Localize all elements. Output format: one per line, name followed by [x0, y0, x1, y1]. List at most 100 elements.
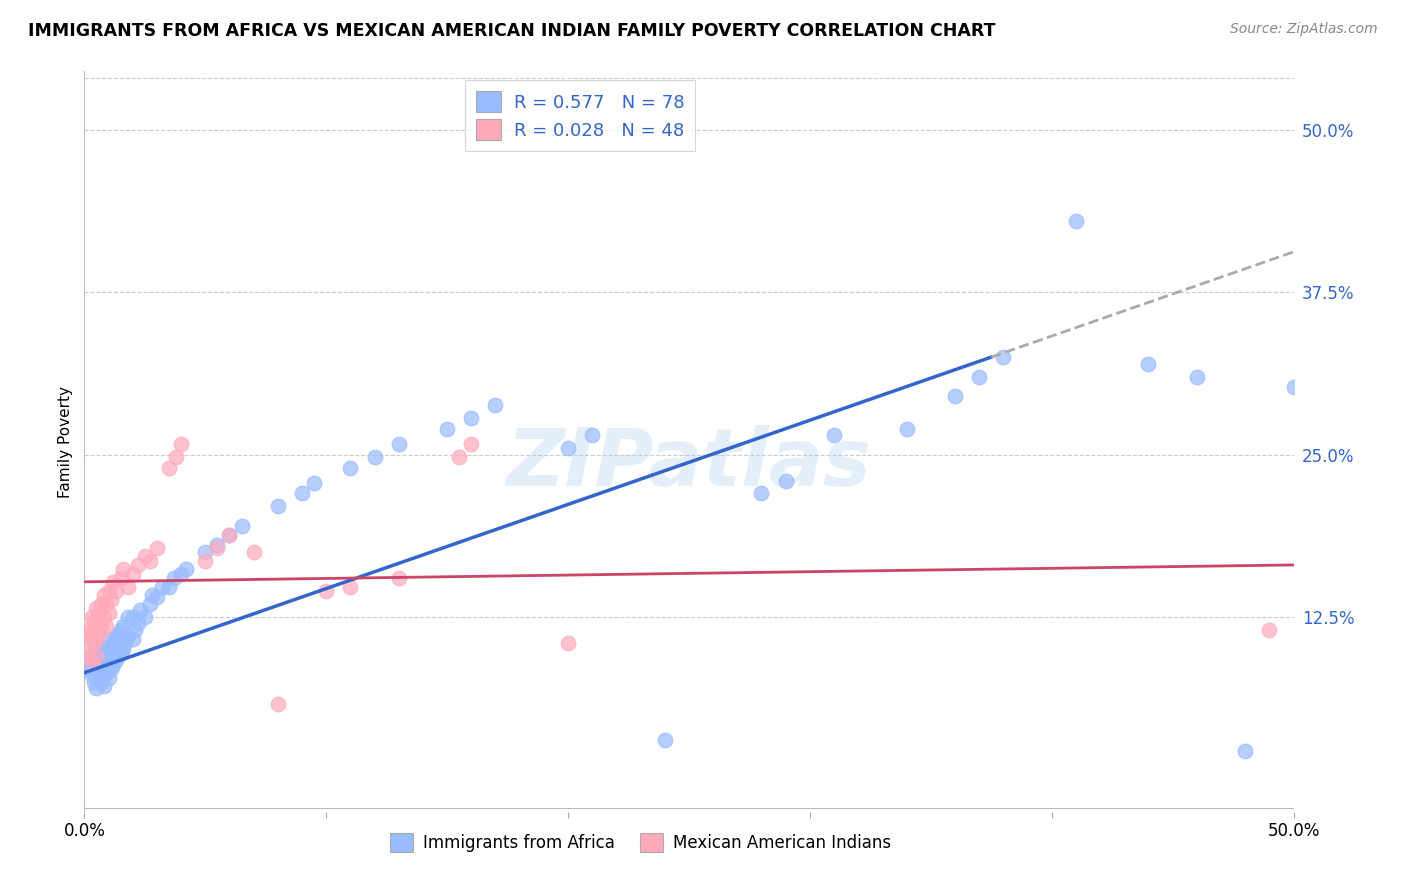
Point [87, 629, 110, 643]
Point [484, 398, 506, 412]
Point [146, 591, 169, 605]
Point [83, 653, 105, 667]
Point [557, 441, 579, 455]
Point [112, 562, 135, 576]
Point [117, 610, 139, 624]
Point [87, 668, 110, 682]
Point [86, 648, 108, 663]
Point [134, 549, 156, 563]
Point [339, 460, 361, 475]
Point [93, 588, 115, 602]
Point [97, 671, 120, 685]
Point [112, 642, 135, 657]
Point [157, 460, 180, 475]
Point [163, 571, 186, 585]
Point [77, 627, 100, 641]
Point [77, 662, 100, 676]
Point [94, 645, 117, 659]
Point [97, 632, 120, 646]
Point [557, 636, 579, 650]
Point [993, 350, 1015, 364]
Point [1234, 744, 1257, 758]
Point [80, 656, 103, 670]
Point [83, 614, 105, 628]
Point [165, 450, 187, 464]
Point [141, 588, 163, 602]
Point [1282, 380, 1305, 394]
Point [134, 610, 156, 624]
Point [76, 642, 98, 657]
Point [315, 583, 337, 598]
Point [83, 674, 105, 689]
Point [90, 619, 112, 633]
Point [104, 583, 127, 598]
Point [339, 580, 361, 594]
Point [97, 583, 120, 598]
Point [114, 636, 136, 650]
Point [86, 642, 108, 657]
Point [1258, 623, 1281, 637]
Point [194, 554, 217, 568]
Point [231, 519, 253, 533]
Point [110, 645, 132, 659]
Point [967, 369, 990, 384]
Point [93, 640, 115, 654]
Point [103, 636, 125, 650]
Point [267, 697, 290, 711]
Point [87, 648, 110, 663]
Legend: Immigrants from Africa, Mexican American Indians: Immigrants from Africa, Mexican American… [382, 826, 898, 859]
Point [157, 580, 180, 594]
Point [90, 656, 112, 670]
Point [76, 656, 98, 670]
Text: IMMIGRANTS FROM AFRICA VS MEXICAN AMERICAN INDIAN FAMILY POVERTY CORRELATION CHA: IMMIGRANTS FROM AFRICA VS MEXICAN AMERIC… [28, 22, 995, 40]
Point [138, 554, 160, 568]
Point [90, 674, 112, 689]
Point [110, 571, 132, 585]
Point [124, 623, 146, 637]
Point [302, 476, 325, 491]
Point [100, 662, 122, 676]
Point [103, 574, 125, 589]
Point [121, 632, 143, 646]
Point [94, 619, 117, 633]
Point [80, 610, 103, 624]
Point [117, 580, 139, 594]
Point [823, 428, 845, 442]
Point [80, 632, 103, 646]
Point [127, 558, 149, 572]
Point [83, 636, 105, 650]
Point [80, 668, 103, 682]
Point [363, 450, 385, 464]
Point [110, 623, 132, 637]
Y-axis label: Family Poverty: Family Poverty [58, 385, 73, 498]
Point [218, 528, 240, 542]
Point [207, 538, 229, 552]
Point [121, 610, 143, 624]
Point [170, 567, 193, 582]
Point [90, 597, 112, 611]
Point [388, 571, 411, 585]
Point [86, 623, 108, 637]
Point [291, 486, 314, 500]
Text: Source: ZipAtlas.com: Source: ZipAtlas.com [1230, 22, 1378, 37]
Point [146, 541, 169, 555]
Point [1185, 369, 1208, 384]
Point [86, 662, 108, 676]
Text: ZIPatlas: ZIPatlas [506, 425, 872, 503]
Point [1137, 357, 1160, 371]
Point [94, 597, 117, 611]
Point [93, 610, 115, 624]
Point [107, 648, 129, 663]
Point [97, 653, 120, 667]
Point [77, 648, 100, 663]
Point [751, 486, 773, 500]
Point [194, 545, 217, 559]
Point [112, 619, 135, 633]
Point [76, 623, 98, 637]
Point [218, 528, 240, 542]
Point [654, 733, 676, 747]
Point [943, 389, 966, 403]
Point [775, 474, 797, 488]
Point [1064, 213, 1087, 227]
Point [121, 567, 143, 582]
